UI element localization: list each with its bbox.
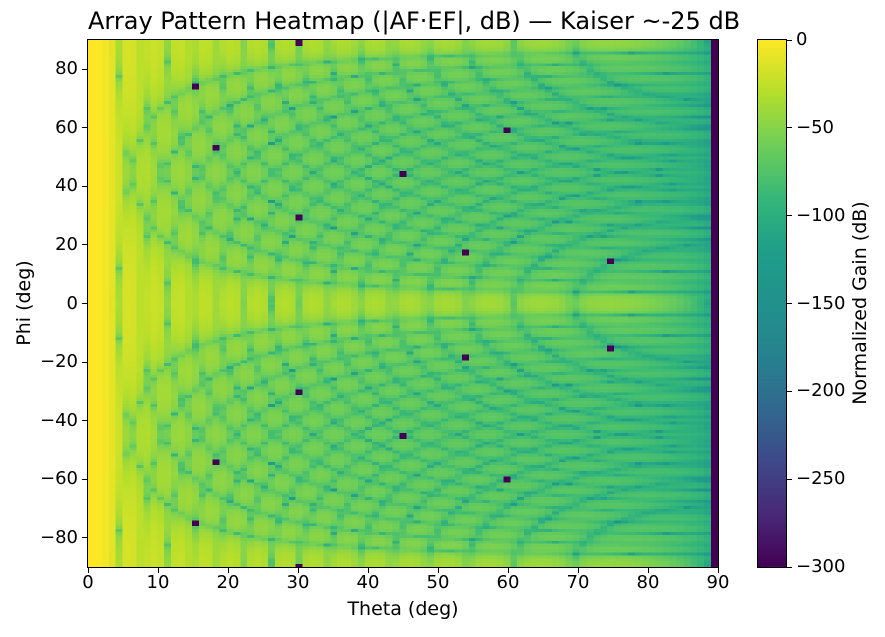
- x-axis-label: Theta (deg): [347, 598, 459, 620]
- y-tick-mark: [82, 420, 87, 422]
- x-tick-label: 90: [706, 572, 730, 593]
- y-tick-label: −80: [40, 526, 78, 548]
- x-tick-mark: [507, 568, 509, 573]
- x-tick-mark: [367, 568, 369, 573]
- colorbar-tick-label: −250: [796, 468, 846, 490]
- y-tick-mark: [82, 478, 87, 480]
- heatmap-plot-area: [87, 39, 719, 568]
- x-tick-label: 30: [286, 572, 310, 593]
- colorbar-tick-label: −100: [796, 204, 846, 226]
- y-tick-label: 40: [55, 175, 78, 197]
- colorbar-label: Normalized Gain (dB): [849, 201, 871, 405]
- colorbar-gradient: [758, 40, 786, 567]
- colorbar-tick-mark: [787, 303, 792, 304]
- colorbar-tick-label: 0: [796, 29, 808, 50]
- y-tick-mark: [82, 127, 87, 129]
- y-tick-label: −60: [40, 468, 78, 490]
- x-tick-mark: [577, 568, 579, 573]
- colorbar: [757, 39, 787, 568]
- x-tick-mark: [437, 568, 439, 573]
- x-tick-label: 40: [356, 572, 380, 593]
- x-tick-mark: [157, 568, 159, 573]
- y-tick-mark: [82, 244, 87, 246]
- x-tick-mark: [647, 568, 649, 573]
- colorbar-tick-mark: [787, 390, 792, 392]
- y-tick-mark: [82, 185, 87, 187]
- chart-title: Array Pattern Heatmap (|AF·EF|, dB) — Ka…: [88, 7, 741, 35]
- colorbar-tick-label: −50: [796, 116, 834, 138]
- y-tick-label: −40: [40, 409, 78, 431]
- y-tick-mark: [82, 303, 87, 304]
- x-tick-label: 20: [216, 572, 240, 593]
- y-tick-mark: [82, 68, 87, 70]
- y-tick-label: 80: [55, 58, 78, 80]
- x-tick-label: 60: [496, 572, 520, 593]
- colorbar-tick-mark: [787, 478, 792, 480]
- x-tick-label: 70: [566, 572, 590, 593]
- colorbar-tick-label: −150: [796, 292, 846, 314]
- x-tick-label: 10: [146, 572, 170, 593]
- y-tick-label: 0: [66, 292, 78, 314]
- x-tick-mark: [227, 568, 229, 573]
- colorbar-tick-mark: [787, 566, 792, 568]
- colorbar-tick-mark: [787, 39, 792, 41]
- y-tick-label: 60: [55, 116, 78, 138]
- x-tick-mark: [87, 568, 89, 573]
- colorbar-tick-mark: [787, 215, 792, 217]
- colorbar-tick-mark: [787, 127, 792, 129]
- x-tick-label: 0: [82, 572, 94, 593]
- y-tick-mark: [82, 361, 87, 363]
- heatmap-canvas: [88, 40, 718, 567]
- x-tick-mark: [717, 568, 719, 573]
- colorbar-tick-label: −200: [796, 380, 846, 402]
- y-tick-mark: [82, 537, 87, 539]
- y-tick-label: −20: [40, 351, 78, 373]
- colorbar-tick-label: −300: [796, 556, 846, 577]
- x-tick-mark: [297, 568, 299, 573]
- y-tick-label: 20: [55, 233, 78, 255]
- x-tick-label: 50: [426, 572, 450, 593]
- x-tick-label: 80: [636, 572, 660, 593]
